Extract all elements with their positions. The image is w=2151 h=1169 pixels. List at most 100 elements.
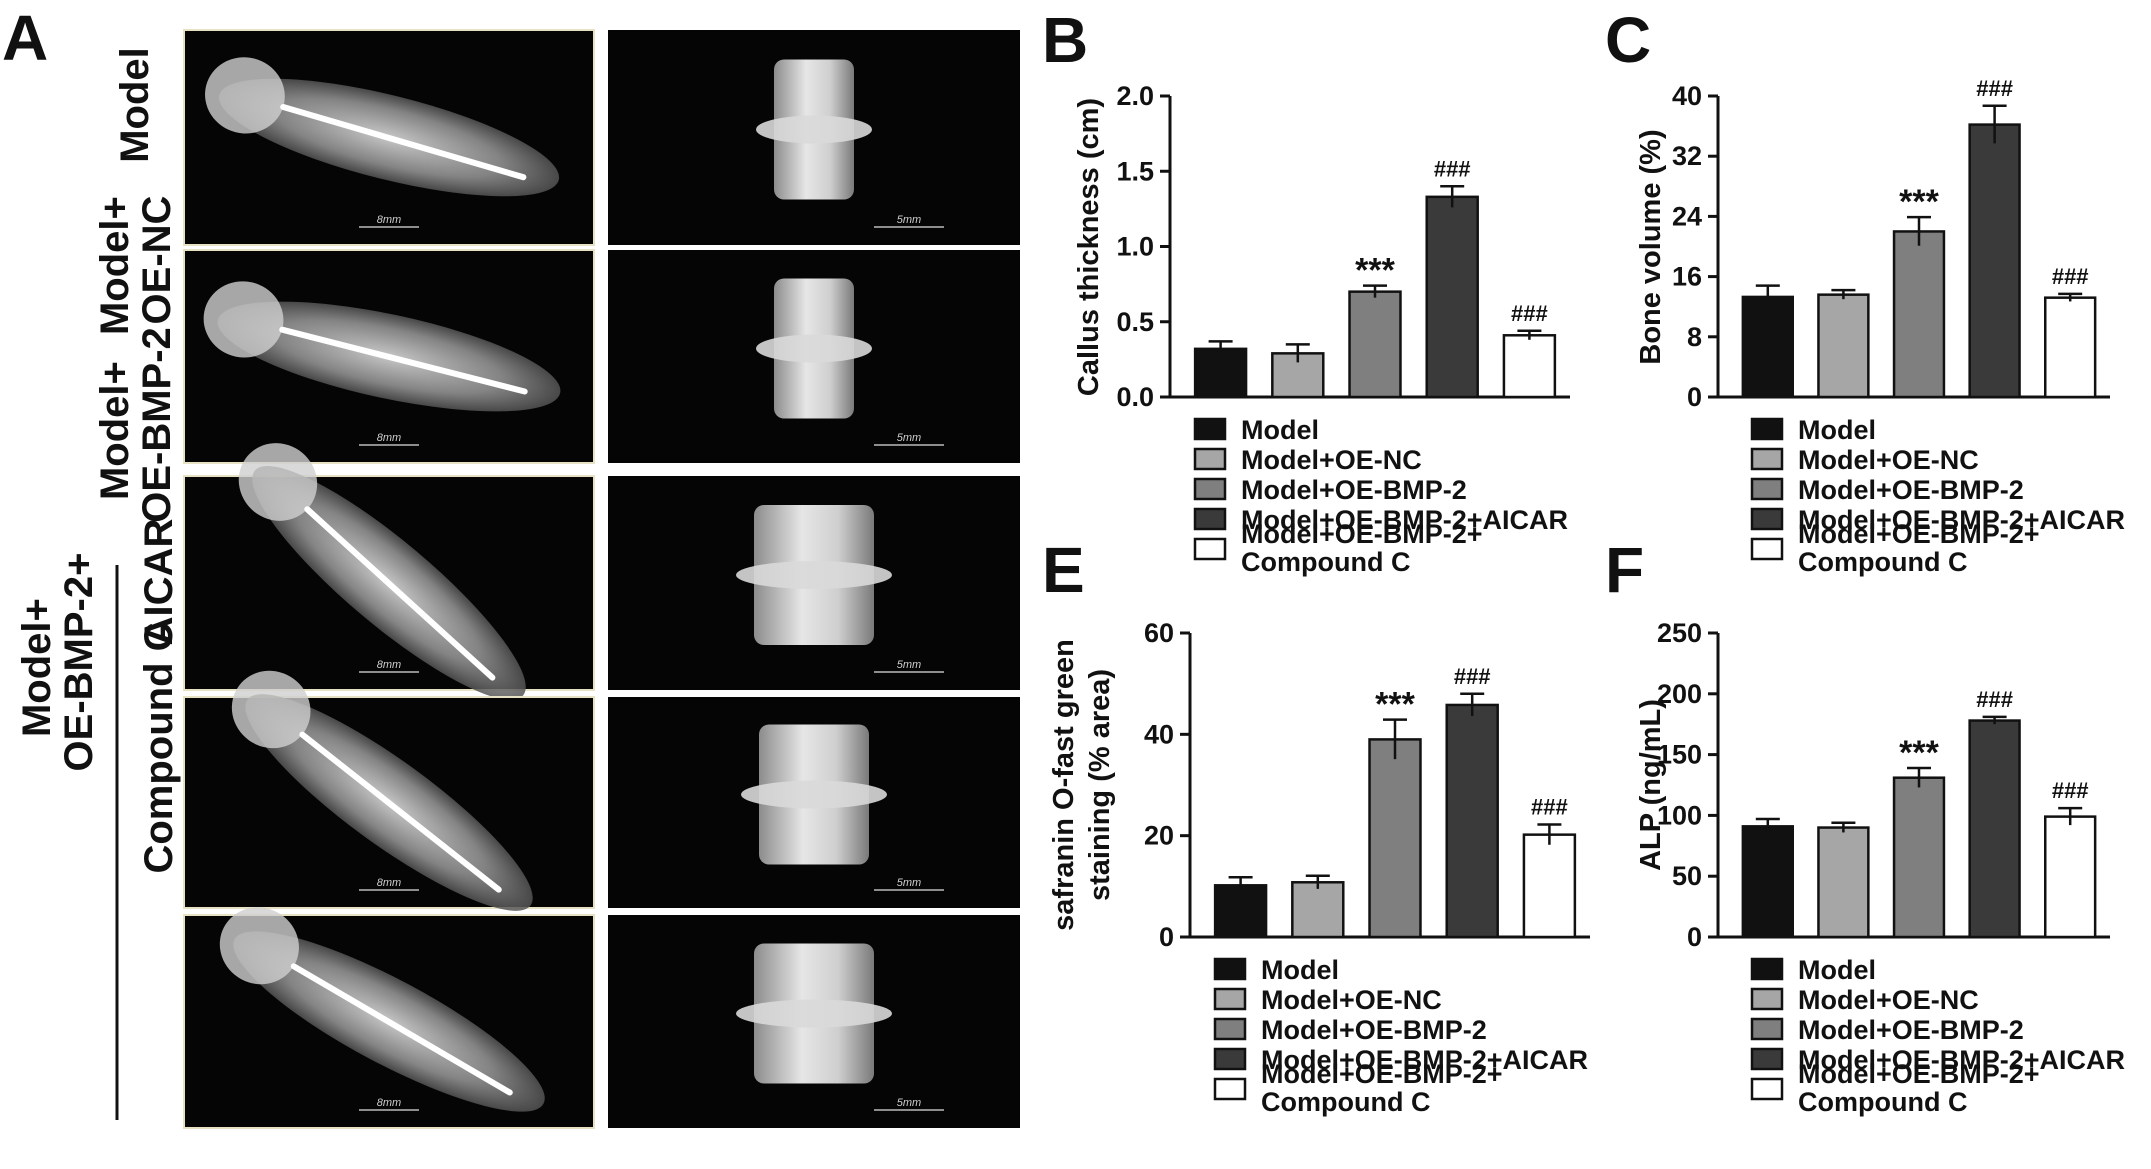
y-tick-label: 32 (1672, 141, 1702, 171)
xray-bone-0 (205, 57, 560, 197)
bar-C-0 (1741, 295, 1794, 399)
panel-letter-F: F (1605, 534, 1644, 606)
ct-callus-2 (736, 561, 892, 589)
y-tick-label: 250 (1657, 618, 1702, 648)
row-label-aicar: AICAR (137, 519, 181, 646)
xray-scale-text: 8mm (377, 877, 401, 889)
chart-F: F 0 50 100 150 200 250 ALP (ng/mL) *** ### ### (1605, 534, 2110, 952)
row-label-compound-c: Compound C (137, 622, 181, 873)
legend-swatch (1750, 507, 1784, 531)
row-label-oe-bmp2-line2: OE-BMP-2 (135, 327, 179, 523)
ct-scale-text: 5mm (897, 432, 921, 444)
y-tick-label: 40 (1672, 81, 1702, 111)
bar-E-2 (1368, 738, 1422, 939)
legend-swatch (1750, 987, 1784, 1011)
panel-letter-B: B (1042, 4, 1088, 76)
row-label-model: Model (113, 47, 157, 163)
legend-label-line: Compound C (1241, 547, 1410, 577)
legend-swatch (1193, 447, 1227, 471)
legend-swatch (1750, 447, 1784, 471)
xray-scale-text: 8mm (377, 1097, 401, 1109)
legend-label: Model (1241, 415, 1319, 445)
y-tick-label: 100 (1657, 800, 1702, 830)
y-tick-label: 40 (1144, 719, 1174, 749)
legend-label-line: Model+OE-BMP-2+ (1798, 1059, 2040, 1089)
image-grid: 8mm 5mm 8mm 5mm 8mm 5mm 8mm 5mm 8mm 5mm (183, 29, 1020, 1129)
bar-B-4 (1502, 334, 1557, 399)
legend-label-line: Model+OE-BMP-2+ (1241, 519, 1483, 549)
legend-E: ModelModel+OE-NCModel+OE-BMP-2Model+OE-B… (1213, 955, 1588, 1117)
chart-B: B 0.0 0.5 1.0 1.5 2.0 Callus thickness (cm) ***… (1042, 4, 1570, 412)
legend-swatch (1750, 1017, 1784, 1041)
ct-callus-4 (736, 999, 892, 1028)
bar-B-2 (1348, 290, 1402, 399)
legend-label: Model (1798, 955, 1876, 985)
legend-label: Model+OE-BMP-2+AICAR (1798, 505, 2125, 535)
legend-label: Model+OE-BMP-2+ Compound C (1241, 519, 1483, 577)
significance-hashes: ### (1976, 687, 2013, 712)
xray-scale-text: 8mm (377, 659, 401, 671)
panel-letter-E: E (1042, 534, 1085, 606)
bar-E-1 (1291, 881, 1345, 939)
legend-label: Model+OE-BMP-2+ Compound C (1798, 1059, 2040, 1117)
legend-label: Model+OE-BMP-2+AICAR (1261, 1045, 1588, 1075)
y-axis-title: ALP (ng/mL) (1635, 699, 1667, 871)
y-tick-label: 8 (1687, 322, 1702, 352)
group-label-oe-bmp2-plus: Model+ OE-BMP-2+ (15, 553, 101, 772)
significance-hashes: ### (1976, 76, 2013, 101)
ct-scale-text: 5mm (897, 214, 921, 226)
y-tick-label: 16 (1672, 262, 1702, 292)
y-tick-label: 0.5 (1116, 307, 1154, 337)
bar-E-3 (1445, 703, 1499, 939)
legend-swatch (1750, 417, 1784, 441)
xray-bone-3 (231, 670, 533, 911)
legend-swatch (1213, 987, 1247, 1011)
legend-label-line: Compound C (1261, 1087, 1430, 1117)
legend-swatch (1193, 507, 1227, 531)
y-axis-title-line: Callus thickness (cm) (1073, 98, 1105, 396)
legends: ModelModel+OE-NCModel+OE-BMP-2Model+OE-B… (1193, 415, 2125, 1117)
y-tick-label: 50 (1672, 861, 1702, 891)
legend-label-line: Compound C (1798, 547, 1967, 577)
legend-label: Model+OE-BMP-2+ Compound C (1798, 519, 2040, 577)
bone-end (205, 57, 285, 134)
ct-callus-3 (741, 780, 887, 809)
legend-label-line: Model+OE-BMP-2+ (1261, 1059, 1503, 1089)
bone-end (238, 443, 318, 521)
legend-swatch (1750, 1077, 1784, 1101)
y-tick-label: 200 (1657, 679, 1702, 709)
y-tick-label: 0 (1687, 382, 1702, 412)
bone-end (219, 907, 299, 985)
y-tick-label: 150 (1657, 740, 1702, 770)
xray-scale-text: 8mm (377, 432, 401, 444)
bar-B-3 (1425, 195, 1479, 399)
bar-F-3 (1968, 719, 2021, 939)
legend-label: Model+OE-NC (1798, 985, 1979, 1015)
significance-hashes: ### (1511, 301, 1548, 326)
legend-label: Model (1798, 415, 1876, 445)
ct-callus-1 (756, 334, 872, 363)
bar-F-2 (1892, 776, 1946, 939)
panel-a: A Model Model+ OE-NC Model+ OE-BMP-2 AIC… (2, 2, 1020, 1129)
legend-swatch (1213, 1077, 1247, 1101)
bar-F-4 (2044, 815, 2097, 939)
significance-stars: *** (1899, 183, 1939, 221)
bar-C-4 (2044, 296, 2097, 399)
ct-scale-text: 5mm (897, 1097, 921, 1109)
legend-swatch (1750, 537, 1784, 561)
y-tick-label: 0.0 (1116, 382, 1154, 412)
bar-B-0 (1193, 347, 1248, 399)
y-tick-label: 0 (1687, 922, 1702, 952)
significance-stars: *** (1899, 734, 1939, 772)
panel-letter-C: C (1605, 4, 1651, 76)
ct-scale-text: 5mm (897, 659, 921, 671)
fixation-pin (304, 506, 496, 681)
fixation-pin (279, 326, 528, 395)
y-tick-label: 60 (1144, 618, 1174, 648)
panel-a-letter: A (2, 2, 48, 74)
bar-C-1 (1817, 293, 1870, 399)
ct-callus-0 (756, 115, 872, 144)
group-label-line2: OE-BMP-2+ (57, 553, 101, 772)
